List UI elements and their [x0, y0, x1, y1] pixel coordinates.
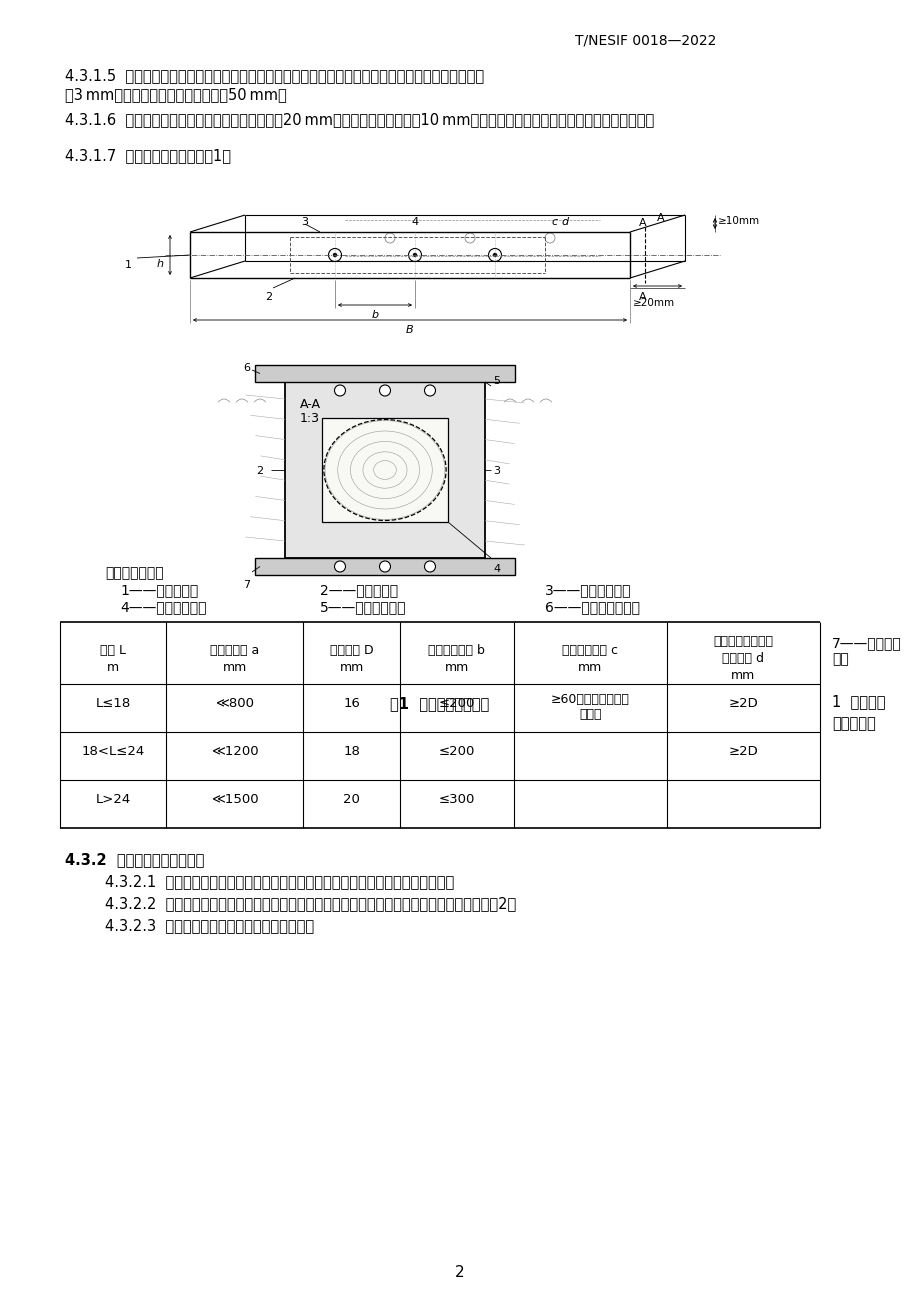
Text: A: A: [639, 217, 646, 228]
Text: 2: 2: [265, 292, 272, 302]
Text: 1:3: 1:3: [300, 411, 320, 424]
Text: L>24: L>24: [96, 793, 130, 806]
Text: 螺栓垂直间距 c: 螺栓垂直间距 c: [562, 644, 618, 658]
Text: mm: mm: [339, 661, 363, 674]
Text: c: c: [551, 217, 558, 227]
Text: mm: mm: [577, 661, 602, 674]
Text: 2: 2: [455, 1266, 464, 1280]
Text: ≤200: ≤200: [438, 746, 474, 759]
Text: 3: 3: [493, 466, 499, 477]
Text: A: A: [656, 214, 664, 223]
Text: A: A: [639, 292, 646, 302]
Text: 4.3.1.6  预埋木质芯材前端应比尾框底骨长不小于20 mm，比尾框底骨高不小于10 mm。木质芯材与尾龙骨连接处应填充实树脂腌子。: 4.3.1.6 预埋木质芯材前端应比尾框底骨长不小于20 mm，比尾框底骨高不小…: [65, 112, 653, 128]
Text: 螺栓水平间距 b: 螺栓水平间距 b: [427, 644, 484, 658]
Text: b: b: [371, 310, 378, 320]
Text: 1——船舶尾鳕；: 1——船舶尾鳕；: [119, 583, 198, 598]
Text: 缘的距离 d: 缘的距离 d: [721, 652, 764, 665]
Text: 排螺栓: 排螺栓: [578, 708, 601, 720]
Text: 螺栓直径 D: 螺栓直径 D: [329, 644, 373, 658]
Circle shape: [424, 561, 435, 572]
Text: 标引序号说明：: 标引序号说明：: [105, 566, 164, 579]
Circle shape: [335, 561, 346, 572]
Bar: [255, 559, 515, 575]
Text: 4.3.2  预埋槽锂或轨道锂安装: 4.3.2 预埋槽锂或轨道锂安装: [65, 852, 204, 867]
Text: 18: 18: [343, 746, 359, 759]
Circle shape: [380, 385, 390, 396]
Text: mm: mm: [222, 661, 246, 674]
Bar: [285, 381, 484, 559]
Text: mm: mm: [444, 661, 469, 674]
Text: 2——尾框底骨；: 2——尾框底骨；: [320, 583, 398, 598]
Circle shape: [493, 254, 496, 256]
Text: 5: 5: [493, 376, 499, 385]
Text: 螺栓距尾框底骨边: 螺栓距尾框底骨边: [712, 635, 773, 648]
Text: 2: 2: [255, 466, 263, 477]
Text: 4: 4: [493, 564, 500, 574]
Text: 4.3.2.3  尾框底骨应用玻璃纤维束及树脂填充。: 4.3.2.3 尾框底骨应用玻璃纤维束及树脂填充。: [105, 918, 313, 934]
Text: d: d: [561, 217, 568, 227]
Text: 1: 1: [125, 260, 131, 270]
Text: ≪1500: ≪1500: [210, 793, 258, 806]
Text: 16: 16: [343, 698, 359, 711]
Text: 18<L≤24: 18<L≤24: [81, 746, 144, 759]
Text: h: h: [156, 259, 164, 270]
Text: ≥2D: ≥2D: [728, 698, 757, 711]
Circle shape: [333, 254, 336, 256]
Text: 1  尾框底骨: 1 尾框底骨: [831, 694, 885, 710]
Text: ≥60，且应不少于两: ≥60，且应不少于两: [550, 693, 629, 706]
Circle shape: [413, 254, 416, 256]
Text: 4: 4: [411, 217, 418, 227]
Text: B: B: [406, 326, 414, 335]
Text: ≪800: ≪800: [215, 698, 254, 711]
Text: 5——尾龙骨积层；: 5——尾龙骨积层；: [320, 600, 406, 615]
Bar: [285, 381, 484, 559]
Circle shape: [380, 561, 390, 572]
Text: 预埋件长度 a: 预埋件长度 a: [210, 644, 259, 658]
Text: 于3 mm，向尾框底骨外缘延伸不小于50 mm。: 于3 mm，向尾框底骨外缘延伸不小于50 mm。: [65, 87, 287, 102]
Text: 7: 7: [243, 579, 250, 590]
Text: 3——预埋件芯材；: 3——预埋件芯材；: [544, 583, 630, 598]
Text: 船长 L: 船长 L: [100, 644, 126, 658]
Bar: [255, 365, 515, 381]
Text: 4.3.2.1  尾框底骨内预埋槽锂或轨道锂，槽锂或轨道锂强度应与尾框底骨强度相同。: 4.3.2.1 尾框底骨内预埋槽锂或轨道锂，槽锂或轨道锂强度应与尾框底骨强度相同…: [105, 874, 454, 889]
Text: ≥20mm: ≥20mm: [632, 298, 675, 309]
Text: 4.3.2.2  尾框底骨底板、侧板与船壳板整体积层，积层厚度与外龙骨相同。具体安装节点图见图2。: 4.3.2.2 尾框底骨底板、侧板与船壳板整体积层，积层厚度与外龙骨相同。具体安…: [105, 896, 516, 911]
Bar: [322, 418, 448, 522]
Text: 4.3.1.7  安装技术参数指标见表1。: 4.3.1.7 安装技术参数指标见表1。: [65, 148, 231, 163]
Text: 4——不锈锂螺栓；: 4——不锈锂螺栓；: [119, 600, 206, 615]
Text: m: m: [107, 661, 119, 674]
Text: ≥2D: ≥2D: [728, 746, 757, 759]
Circle shape: [335, 385, 346, 396]
Text: T/NESIF 0018—2022: T/NESIF 0018—2022: [574, 34, 716, 48]
Text: 安装节点图: 安装节点图: [831, 716, 875, 730]
Text: 6——填充树脂腌子；: 6——填充树脂腌子；: [544, 600, 640, 615]
Text: 表1  安装技术参数指标: 表1 安装技术参数指标: [390, 697, 489, 711]
Text: 7——包覆玻璃: 7——包覆玻璃: [831, 635, 901, 650]
Text: 4.3.1.5  切除多余螺栓杆，用树脂腌子包覆螺母，用玻璃锂对尾框底骨进行整体包覆，包覆厚度应不小: 4.3.1.5 切除多余螺栓杆，用树脂腌子包覆螺母，用玻璃锂对尾框底骨进行整体包…: [65, 68, 483, 83]
Text: 20: 20: [343, 793, 359, 806]
Text: 锂。: 锂。: [831, 652, 848, 667]
Text: ≤300: ≤300: [438, 793, 474, 806]
Text: ≥10mm: ≥10mm: [717, 216, 759, 227]
Text: L≤18: L≤18: [96, 698, 130, 711]
Text: ≤200: ≤200: [438, 698, 474, 711]
Circle shape: [424, 385, 435, 396]
Text: 3: 3: [301, 217, 308, 227]
Text: ≪1200: ≪1200: [210, 746, 258, 759]
Text: 6: 6: [243, 363, 250, 372]
Text: A-A: A-A: [300, 398, 321, 411]
Text: mm: mm: [731, 669, 754, 682]
